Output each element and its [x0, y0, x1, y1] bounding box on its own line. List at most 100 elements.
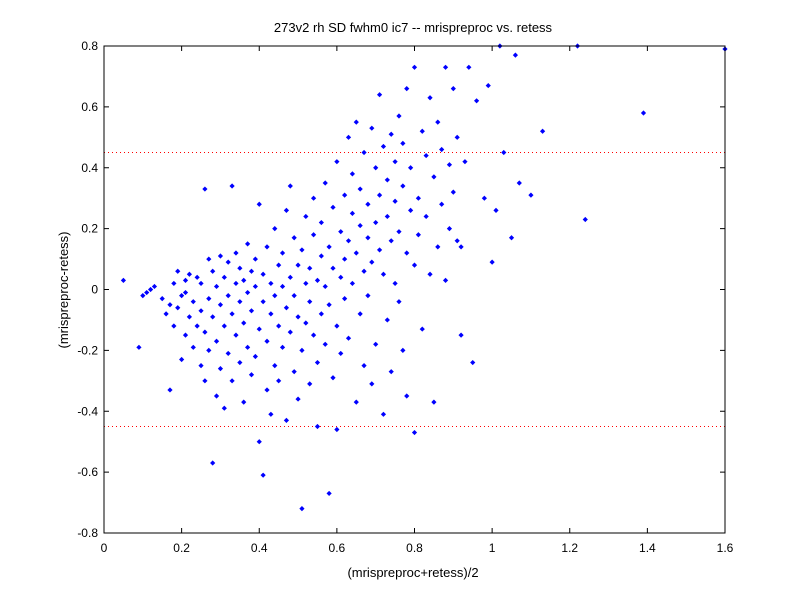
- data-point: [458, 244, 464, 250]
- data-point: [256, 439, 262, 445]
- data-point: [175, 305, 181, 311]
- data-point: [233, 280, 239, 287]
- data-point: [314, 359, 321, 366]
- data-point: [342, 296, 348, 302]
- data-point: [380, 411, 387, 417]
- data-point: [349, 210, 355, 217]
- data-point: [295, 314, 301, 320]
- data-point: [310, 195, 317, 201]
- data-point: [303, 213, 309, 220]
- x-axis-label: (mrispreproc+retess)/2: [347, 565, 478, 580]
- data-point: [144, 289, 150, 296]
- data-point: [279, 250, 286, 256]
- data-point: [322, 180, 328, 186]
- data-point: [206, 296, 212, 302]
- data-point: [349, 171, 355, 177]
- data-point: [291, 292, 297, 299]
- data-point: [233, 332, 239, 338]
- data-point: [314, 423, 321, 430]
- data-point: [454, 238, 460, 244]
- data-point: [198, 308, 204, 314]
- data-point: [217, 302, 224, 308]
- axes-box: [103, 45, 726, 534]
- data-point: [198, 280, 204, 287]
- data-point: [411, 262, 418, 268]
- data-point: [640, 110, 647, 116]
- data-point: [539, 128, 546, 134]
- data-point: [365, 201, 371, 207]
- data-point: [318, 219, 324, 226]
- data-point: [423, 152, 429, 159]
- data-point: [415, 232, 421, 238]
- data-point: [314, 277, 321, 283]
- data-point: [225, 292, 231, 299]
- x-tick-label: 0: [101, 541, 108, 555]
- data-point: [427, 95, 433, 101]
- data-point: [330, 204, 336, 210]
- data-point: [310, 232, 317, 238]
- data-point: [272, 362, 278, 369]
- data-point: [439, 146, 445, 153]
- data-point: [186, 271, 192, 277]
- data-point: [439, 201, 445, 207]
- limit-lines: [104, 152, 725, 427]
- data-point: [384, 213, 390, 220]
- data-point: [353, 119, 359, 125]
- data-point: [237, 265, 243, 271]
- data-point: [446, 162, 453, 168]
- y-tick-label: 0.8: [81, 39, 98, 53]
- y-tick-label: -0.2: [77, 343, 98, 357]
- data-point: [159, 296, 165, 302]
- data-point: [167, 302, 173, 308]
- x-axis-ticks: 0 0.2 0.4 0.6 0.8 1 1.2 1.4 1.6: [101, 46, 734, 555]
- data-point: [210, 314, 216, 320]
- data-point: [256, 201, 262, 207]
- x-tick-label: 1: [489, 541, 496, 555]
- data-point: [322, 341, 328, 347]
- data-point: [431, 399, 437, 405]
- data-point: [338, 229, 344, 235]
- data-point: [388, 131, 394, 137]
- data-point: [260, 299, 266, 305]
- data-point: [283, 417, 290, 423]
- data-point: [276, 323, 282, 329]
- data-point: [376, 92, 383, 98]
- data-point: [357, 222, 363, 229]
- data-point: [528, 192, 534, 198]
- data-point: [299, 347, 305, 353]
- data-point: [423, 213, 429, 220]
- data-point: [213, 393, 220, 399]
- data-point: [357, 311, 363, 317]
- data-point: [400, 183, 406, 189]
- data-point: [225, 259, 231, 265]
- data-point: [295, 396, 301, 402]
- data-point: [206, 347, 212, 353]
- data-point: [252, 256, 258, 262]
- data-point: [182, 332, 189, 338]
- data-point: [190, 299, 196, 305]
- data-point: [369, 259, 375, 265]
- data-point: [167, 387, 173, 393]
- data-point: [388, 369, 394, 375]
- data-point: [365, 235, 371, 241]
- data-point: [252, 353, 258, 360]
- data-point: [179, 292, 185, 299]
- data-point: [268, 311, 274, 317]
- data-point: [233, 250, 239, 256]
- data-point: [342, 256, 348, 262]
- data-point: [345, 238, 352, 244]
- data-point: [268, 411, 274, 417]
- data-point: [369, 381, 375, 387]
- data-point: [268, 280, 274, 287]
- data-point: [458, 332, 464, 338]
- data-point: [450, 189, 456, 195]
- data-point: [318, 253, 324, 259]
- data-point: [396, 229, 402, 235]
- x-tick-label: 0.2: [173, 541, 190, 555]
- data-point: [322, 283, 328, 290]
- data-point: [287, 183, 293, 189]
- data-point: [493, 207, 499, 213]
- data-point: [276, 378, 282, 384]
- data-point: [361, 268, 367, 274]
- data-point: [349, 280, 355, 287]
